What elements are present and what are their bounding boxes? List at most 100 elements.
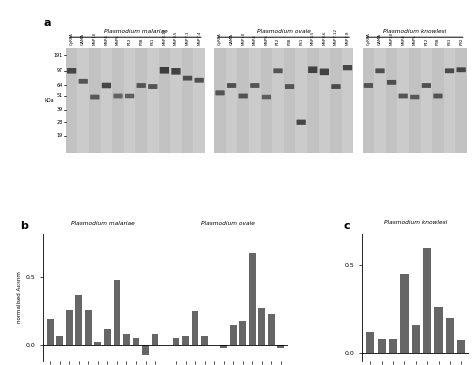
Bar bbox=[173, 338, 180, 345]
Text: CyRPA: CyRPA bbox=[218, 32, 222, 45]
Bar bbox=[249, 253, 255, 345]
FancyBboxPatch shape bbox=[456, 67, 466, 72]
FancyBboxPatch shape bbox=[364, 83, 373, 88]
FancyBboxPatch shape bbox=[67, 68, 76, 74]
FancyBboxPatch shape bbox=[331, 84, 341, 89]
Bar bbox=[170, 48, 182, 153]
Bar bbox=[446, 318, 454, 353]
Text: P41: P41 bbox=[447, 38, 452, 45]
Bar bbox=[104, 329, 111, 345]
Text: MSP10: MSP10 bbox=[390, 32, 393, 45]
FancyBboxPatch shape bbox=[343, 65, 352, 70]
FancyBboxPatch shape bbox=[171, 68, 181, 74]
Bar bbox=[239, 320, 246, 345]
Text: MSP7.12: MSP7.12 bbox=[334, 28, 338, 45]
Bar bbox=[249, 48, 261, 153]
Bar bbox=[363, 48, 374, 153]
Text: 97: 97 bbox=[57, 68, 63, 73]
Text: P41: P41 bbox=[299, 38, 303, 45]
Bar bbox=[193, 48, 205, 153]
Text: GAMA: GAMA bbox=[81, 33, 85, 45]
Bar bbox=[420, 48, 432, 153]
Bar bbox=[378, 339, 386, 353]
Text: Plasmodium malariae: Plasmodium malariae bbox=[103, 29, 167, 34]
Text: MSP4: MSP4 bbox=[401, 34, 405, 45]
Text: b: b bbox=[20, 221, 28, 231]
FancyBboxPatch shape bbox=[238, 93, 248, 99]
Text: P92: P92 bbox=[459, 38, 463, 45]
Bar bbox=[366, 331, 374, 353]
Text: c: c bbox=[343, 221, 350, 231]
FancyBboxPatch shape bbox=[90, 95, 100, 100]
Bar bbox=[330, 48, 342, 153]
Text: P41: P41 bbox=[151, 38, 155, 45]
Text: P38: P38 bbox=[288, 38, 292, 45]
FancyBboxPatch shape bbox=[160, 67, 169, 74]
Bar bbox=[389, 339, 397, 353]
Text: Plasmodium ovale: Plasmodium ovale bbox=[257, 29, 311, 34]
Bar bbox=[307, 48, 319, 153]
Bar bbox=[230, 324, 237, 345]
Bar bbox=[159, 48, 170, 153]
Text: 28: 28 bbox=[57, 120, 63, 125]
Bar bbox=[214, 48, 226, 153]
Text: MSP7.1: MSP7.1 bbox=[185, 31, 190, 45]
FancyBboxPatch shape bbox=[399, 93, 408, 99]
Bar bbox=[191, 311, 199, 345]
Y-axis label: normalised A₄₀₅nm: normalised A₄₀₅nm bbox=[18, 272, 22, 323]
Text: MSP7.8: MSP7.8 bbox=[346, 31, 349, 45]
Bar bbox=[374, 48, 386, 153]
Text: 51: 51 bbox=[57, 93, 63, 99]
Bar bbox=[77, 48, 89, 153]
FancyBboxPatch shape bbox=[410, 95, 419, 99]
FancyBboxPatch shape bbox=[194, 78, 204, 82]
Bar bbox=[319, 48, 330, 153]
FancyBboxPatch shape bbox=[250, 83, 259, 88]
Text: P12: P12 bbox=[276, 38, 280, 45]
Text: MSP3.6: MSP3.6 bbox=[322, 31, 327, 45]
FancyBboxPatch shape bbox=[320, 69, 329, 75]
Text: MSP4: MSP4 bbox=[253, 34, 257, 45]
Bar bbox=[47, 319, 54, 345]
Bar bbox=[94, 342, 101, 345]
Bar bbox=[75, 295, 82, 345]
Bar bbox=[284, 48, 295, 153]
FancyBboxPatch shape bbox=[79, 79, 88, 84]
Bar bbox=[133, 338, 139, 345]
Text: GAMA: GAMA bbox=[378, 33, 382, 45]
Text: CyRPA: CyRPA bbox=[366, 32, 370, 45]
Bar bbox=[397, 48, 409, 153]
FancyBboxPatch shape bbox=[102, 83, 111, 88]
FancyBboxPatch shape bbox=[445, 68, 454, 73]
Bar bbox=[66, 48, 205, 153]
FancyBboxPatch shape bbox=[137, 83, 146, 88]
Bar bbox=[342, 48, 353, 153]
Bar bbox=[112, 48, 124, 153]
Bar bbox=[412, 324, 420, 353]
FancyBboxPatch shape bbox=[308, 66, 318, 73]
Text: MSP5: MSP5 bbox=[413, 34, 417, 45]
Bar bbox=[268, 314, 274, 345]
Bar bbox=[386, 48, 397, 153]
FancyBboxPatch shape bbox=[433, 93, 443, 99]
Text: a: a bbox=[44, 18, 51, 28]
Text: CyRPA: CyRPA bbox=[70, 32, 73, 45]
Bar bbox=[363, 48, 467, 153]
Text: P38: P38 bbox=[139, 38, 143, 45]
Text: GAMA: GAMA bbox=[229, 33, 234, 45]
Text: kDa: kDa bbox=[45, 98, 55, 103]
FancyBboxPatch shape bbox=[262, 95, 271, 99]
Bar bbox=[261, 48, 272, 153]
Text: MSP7.4: MSP7.4 bbox=[197, 31, 201, 45]
Bar bbox=[152, 334, 158, 345]
Bar bbox=[295, 48, 307, 153]
Text: Plasmodium ovale: Plasmodium ovale bbox=[201, 221, 255, 226]
Bar bbox=[123, 334, 130, 345]
Bar bbox=[214, 48, 353, 153]
FancyBboxPatch shape bbox=[285, 84, 294, 89]
Bar bbox=[226, 48, 237, 153]
FancyBboxPatch shape bbox=[273, 68, 283, 73]
Bar bbox=[237, 48, 249, 153]
Bar bbox=[220, 345, 227, 348]
Bar bbox=[113, 280, 120, 345]
